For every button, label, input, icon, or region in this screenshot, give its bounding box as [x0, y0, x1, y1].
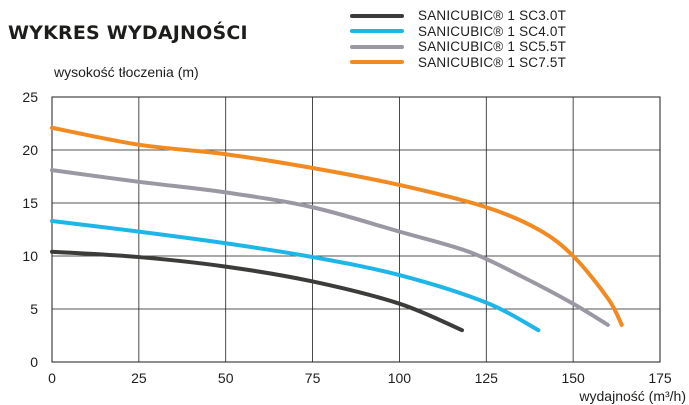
y-tick-label: 20: [22, 142, 38, 158]
y-tick-label: 15: [22, 195, 38, 211]
legend-item: SANICUBIC® 1 SC3.0T: [350, 8, 566, 24]
y-tick-label: 25: [22, 89, 38, 105]
x-tick-label: 25: [131, 370, 147, 386]
series-line: [50, 249, 464, 333]
y-axis-label: wysokość tłoczenia (m): [54, 64, 199, 80]
x-tick-label: 0: [48, 370, 56, 386]
plot-frame: [51, 96, 661, 363]
legend-item: SANICUBIC® 1 SC7.5T: [350, 55, 566, 71]
chart-title: WYKRES WYDAJNOŚCI: [8, 22, 248, 44]
x-tick-label: 175: [648, 370, 672, 386]
legend-label: SANICUBIC® 1 SC4.0T: [418, 23, 567, 39]
legend-item: SANICUBIC® 1 SC4.0T: [350, 24, 566, 40]
x-tick-label: 100: [388, 370, 412, 386]
y-tick-label: 5: [30, 301, 38, 317]
legend-label: SANICUBIC® 1 SC7.5T: [418, 54, 567, 70]
y-tick-label: 10: [22, 248, 38, 264]
x-tick-label: 125: [475, 370, 499, 386]
legend-item: SANICUBIC® 1 SC5.5T: [350, 39, 566, 55]
x-tick-label: 75: [305, 370, 321, 386]
legend-swatch: [350, 13, 404, 18]
series-line: [50, 219, 541, 333]
series-line: [50, 125, 624, 327]
legend-label: SANICUBIC® 1 SC5.5T: [418, 39, 567, 55]
legend: SANICUBIC® 1 SC3.0T SANICUBIC® 1 SC4.0T …: [350, 8, 566, 70]
x-tick-label: 150: [561, 370, 585, 386]
y-tick-label: 0: [30, 354, 38, 370]
legend-swatch: [350, 60, 404, 65]
x-axis-label: wydajność (m³/h): [578, 388, 686, 404]
legend-swatch: [350, 44, 404, 49]
x-tick-label: 50: [218, 370, 234, 386]
series-line: [50, 168, 610, 327]
legend-swatch: [350, 29, 404, 34]
legend-label: SANICUBIC® 1 SC3.0T: [418, 8, 567, 24]
